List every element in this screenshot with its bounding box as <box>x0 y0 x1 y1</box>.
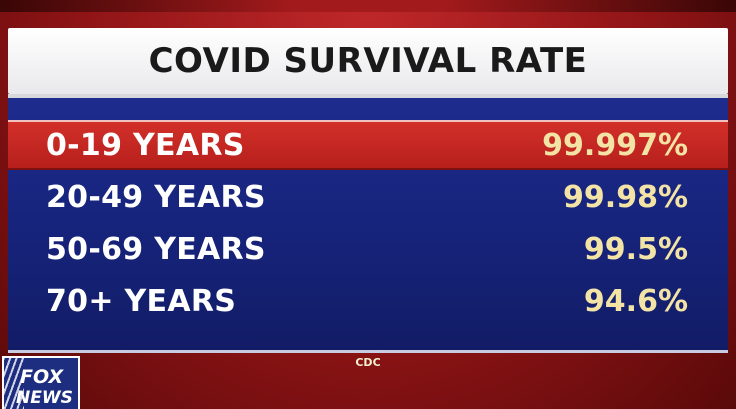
top-strip <box>0 0 736 12</box>
table-row-highlighted: 0-19 YEARS 99.997% <box>8 120 728 170</box>
logo-stripes <box>4 358 24 409</box>
source-credit: CDC <box>355 356 381 369</box>
survival-rate-value: 99.98% <box>563 179 688 215</box>
survival-rate-value: 99.5% <box>583 231 688 267</box>
survival-rate-value: 94.6% <box>583 283 688 319</box>
survival-rate-panel: 0-19 YEARS 99.997% 20-49 YEARS 99.98% 50… <box>8 98 728 353</box>
age-group-label: 50-69 YEARS <box>46 231 266 267</box>
age-group-label: 0-19 YEARS <box>46 127 245 163</box>
logo-line-2: NEWS <box>16 388 73 408</box>
age-group-label: 20-49 YEARS <box>46 179 266 215</box>
graphic-title: COVID SURVIVAL RATE <box>148 41 588 81</box>
table-row: 70+ YEARS 94.6% <box>8 276 728 326</box>
fox-news-logo: FOX NEWS <box>2 356 80 409</box>
table-row: 20-49 YEARS 99.98% <box>8 172 728 222</box>
logo-line-1: FOX <box>20 366 64 388</box>
title-bar: COVID SURVIVAL RATE <box>8 28 728 94</box>
table-row: 50-69 YEARS 99.5% <box>8 224 728 274</box>
survival-rate-value: 99.997% <box>542 127 688 163</box>
age-group-label: 70+ YEARS <box>46 283 237 319</box>
title-divider <box>8 94 728 98</box>
